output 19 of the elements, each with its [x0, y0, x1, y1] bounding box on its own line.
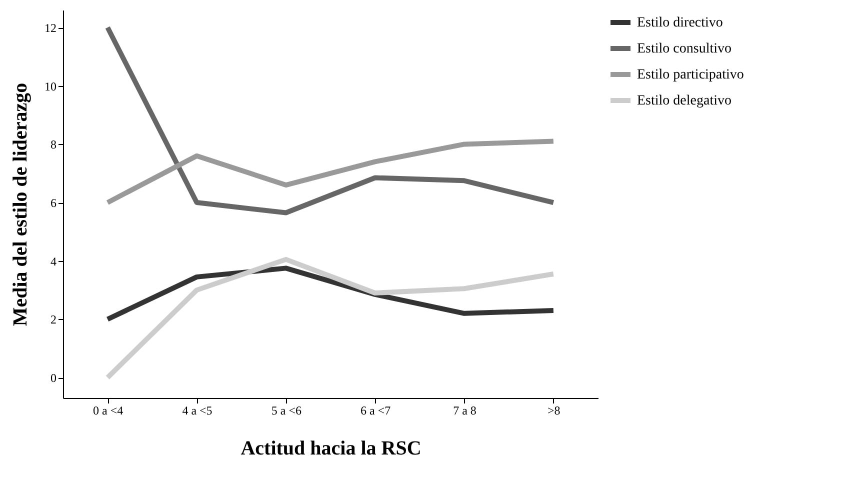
- x-tick-label: 5 a <6: [271, 404, 302, 418]
- y-tick-label: 2: [50, 312, 56, 327]
- y-tick-label: 4: [50, 254, 56, 268]
- x-tick-label: >8: [548, 404, 560, 418]
- y-tick-label: 8: [50, 138, 56, 152]
- x-axis-title: Actitud hacia la RSC: [240, 438, 422, 460]
- legend-label: Estilo directivo: [637, 16, 723, 30]
- x-tick-label: 6 a <7: [360, 404, 391, 418]
- x-tick-label: 7 a 8: [453, 404, 476, 418]
- x-tick-label: 4 a <5: [182, 404, 212, 418]
- y-tick-label: 10: [44, 79, 56, 94]
- y-tick-label: 12: [44, 21, 56, 36]
- legend-label: Estilo delegativo: [637, 94, 732, 108]
- y-tick-label: 6: [50, 196, 56, 210]
- y-axis-title: Media del estilo de liderazgo: [10, 82, 32, 326]
- legend-label: Estilo consultivo: [637, 42, 732, 56]
- legend-label: Estilo participativo: [637, 68, 744, 82]
- y-tick-label: 0: [50, 371, 56, 386]
- x-tick-label: 0 a <4: [93, 404, 124, 418]
